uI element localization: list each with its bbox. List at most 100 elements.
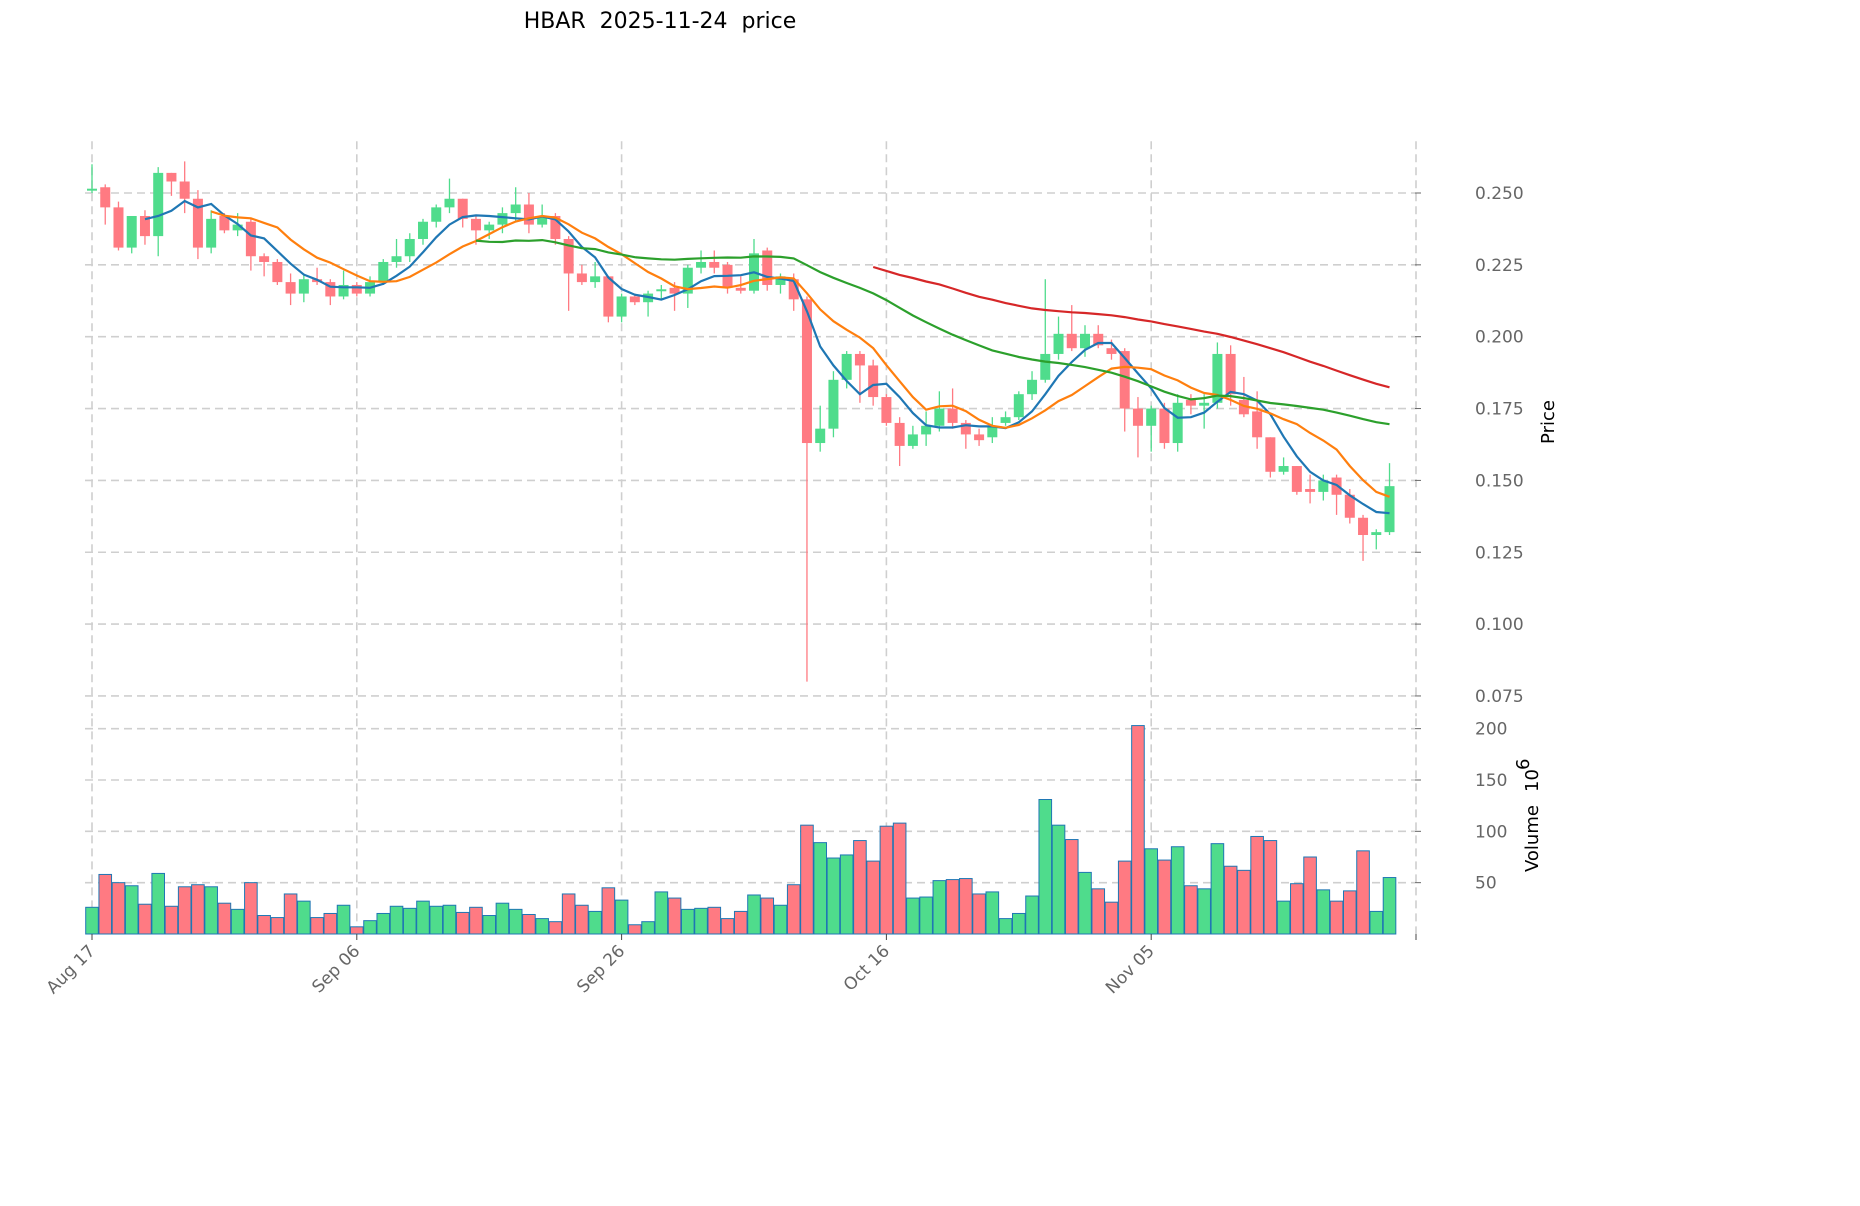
volume-bar (813, 842, 828, 935)
candle-down (854, 353, 865, 366)
candle-up (1080, 333, 1090, 349)
candle-down (1291, 466, 1302, 492)
candle-down (192, 198, 203, 248)
volume-bar (1051, 824, 1066, 935)
candle-up (1027, 379, 1038, 395)
volume-tick-label: 100 (1475, 822, 1507, 842)
volume-bar (297, 900, 311, 935)
candle-down (1159, 408, 1170, 444)
volume-bar (177, 886, 192, 935)
volume-bar (1382, 877, 1397, 935)
volume-bar (1356, 850, 1370, 935)
volume-bar (469, 906, 483, 935)
candle-up (1000, 417, 1011, 423)
x-tick-label: Sep 06 (308, 941, 364, 997)
candle-up (444, 198, 455, 208)
volume-bar (747, 894, 761, 935)
volume-bar (85, 906, 99, 935)
volume-bar (230, 908, 245, 935)
candle-up (921, 425, 932, 435)
volume-bar (1038, 799, 1053, 935)
candle-down (894, 422, 905, 446)
volume-bar (786, 884, 801, 935)
volume-bar (1329, 900, 1344, 935)
volume-bar (1078, 871, 1092, 935)
volume-bar (985, 891, 1000, 935)
candle-down (1119, 351, 1130, 409)
volume-bar (548, 921, 563, 935)
candle-up (696, 261, 707, 268)
price-axis-label: Price (1538, 400, 1559, 444)
volume-bar (720, 918, 735, 935)
moving-average-5 (144, 199, 1390, 515)
volume-bar (628, 924, 642, 935)
x-tick-label: Aug 17 (43, 941, 100, 998)
volume-bar (1117, 860, 1132, 935)
candle-up (1384, 486, 1395, 533)
candle-up (1371, 532, 1382, 536)
volume-bar (773, 904, 788, 935)
volume-bar (1170, 846, 1185, 935)
volume-bar (535, 918, 549, 935)
candle-up (1146, 408, 1157, 426)
candle-up (338, 284, 349, 297)
price-tick-label: 0.075 (1475, 687, 1524, 707)
candle-down (762, 250, 773, 285)
volume-bar (972, 893, 986, 935)
volume-bar (1144, 848, 1159, 935)
volume-bar (601, 887, 616, 935)
chart-title: HBAR 2025-11-24 price (524, 9, 797, 34)
price-tick-label: 0.200 (1475, 328, 1524, 348)
volume-bar (416, 900, 430, 935)
volume-bar (1197, 888, 1211, 935)
volume-bar (641, 921, 655, 935)
volume-bar (1157, 859, 1172, 935)
candle-up (1318, 480, 1329, 492)
volume-bar (707, 906, 722, 935)
volume-tick-label: 150 (1475, 771, 1507, 791)
volume-bar (98, 873, 113, 935)
volume-bar (270, 917, 285, 935)
candle-up (391, 256, 402, 262)
volume-label-text: Volume (1522, 805, 1543, 872)
candle-down (1132, 408, 1143, 426)
candle-up (682, 267, 693, 294)
candle-up (841, 353, 852, 380)
candle-down (1265, 437, 1276, 472)
volume-bar (217, 902, 232, 935)
candle-up (537, 215, 548, 225)
volume-bar (1237, 869, 1251, 935)
candle-up (298, 279, 309, 294)
candle-up (153, 172, 164, 237)
candle-down (563, 238, 574, 274)
candle-up (484, 224, 495, 231)
volume-bar (1263, 840, 1278, 935)
candle-down (669, 287, 680, 294)
volume-bar (138, 903, 152, 935)
candle-down (1225, 353, 1236, 395)
grid (85, 141, 1417, 934)
price-tick-label: 0.100 (1475, 615, 1524, 635)
volume-panel (85, 725, 1397, 935)
volume-bar (1064, 839, 1079, 935)
candle-up (404, 238, 415, 257)
candle-up (431, 207, 442, 222)
moving-average-60 (872, 265, 1390, 389)
volume-bar (204, 886, 218, 935)
volume-bar (588, 910, 602, 935)
candle-down (179, 181, 190, 199)
candle-down (470, 218, 481, 231)
candle-down (974, 434, 985, 441)
candle-down (881, 397, 892, 423)
candle-down (1093, 333, 1104, 346)
volume-bar (945, 879, 960, 935)
volume-bar (879, 825, 894, 935)
candle-up (510, 204, 521, 214)
volume-bar (151, 872, 165, 935)
candle-down (523, 204, 534, 225)
volume-bar (839, 854, 854, 935)
candle-up (206, 218, 217, 248)
volume-bar (561, 893, 576, 935)
volume-bar (1316, 889, 1331, 935)
volume-bar (1131, 725, 1145, 935)
